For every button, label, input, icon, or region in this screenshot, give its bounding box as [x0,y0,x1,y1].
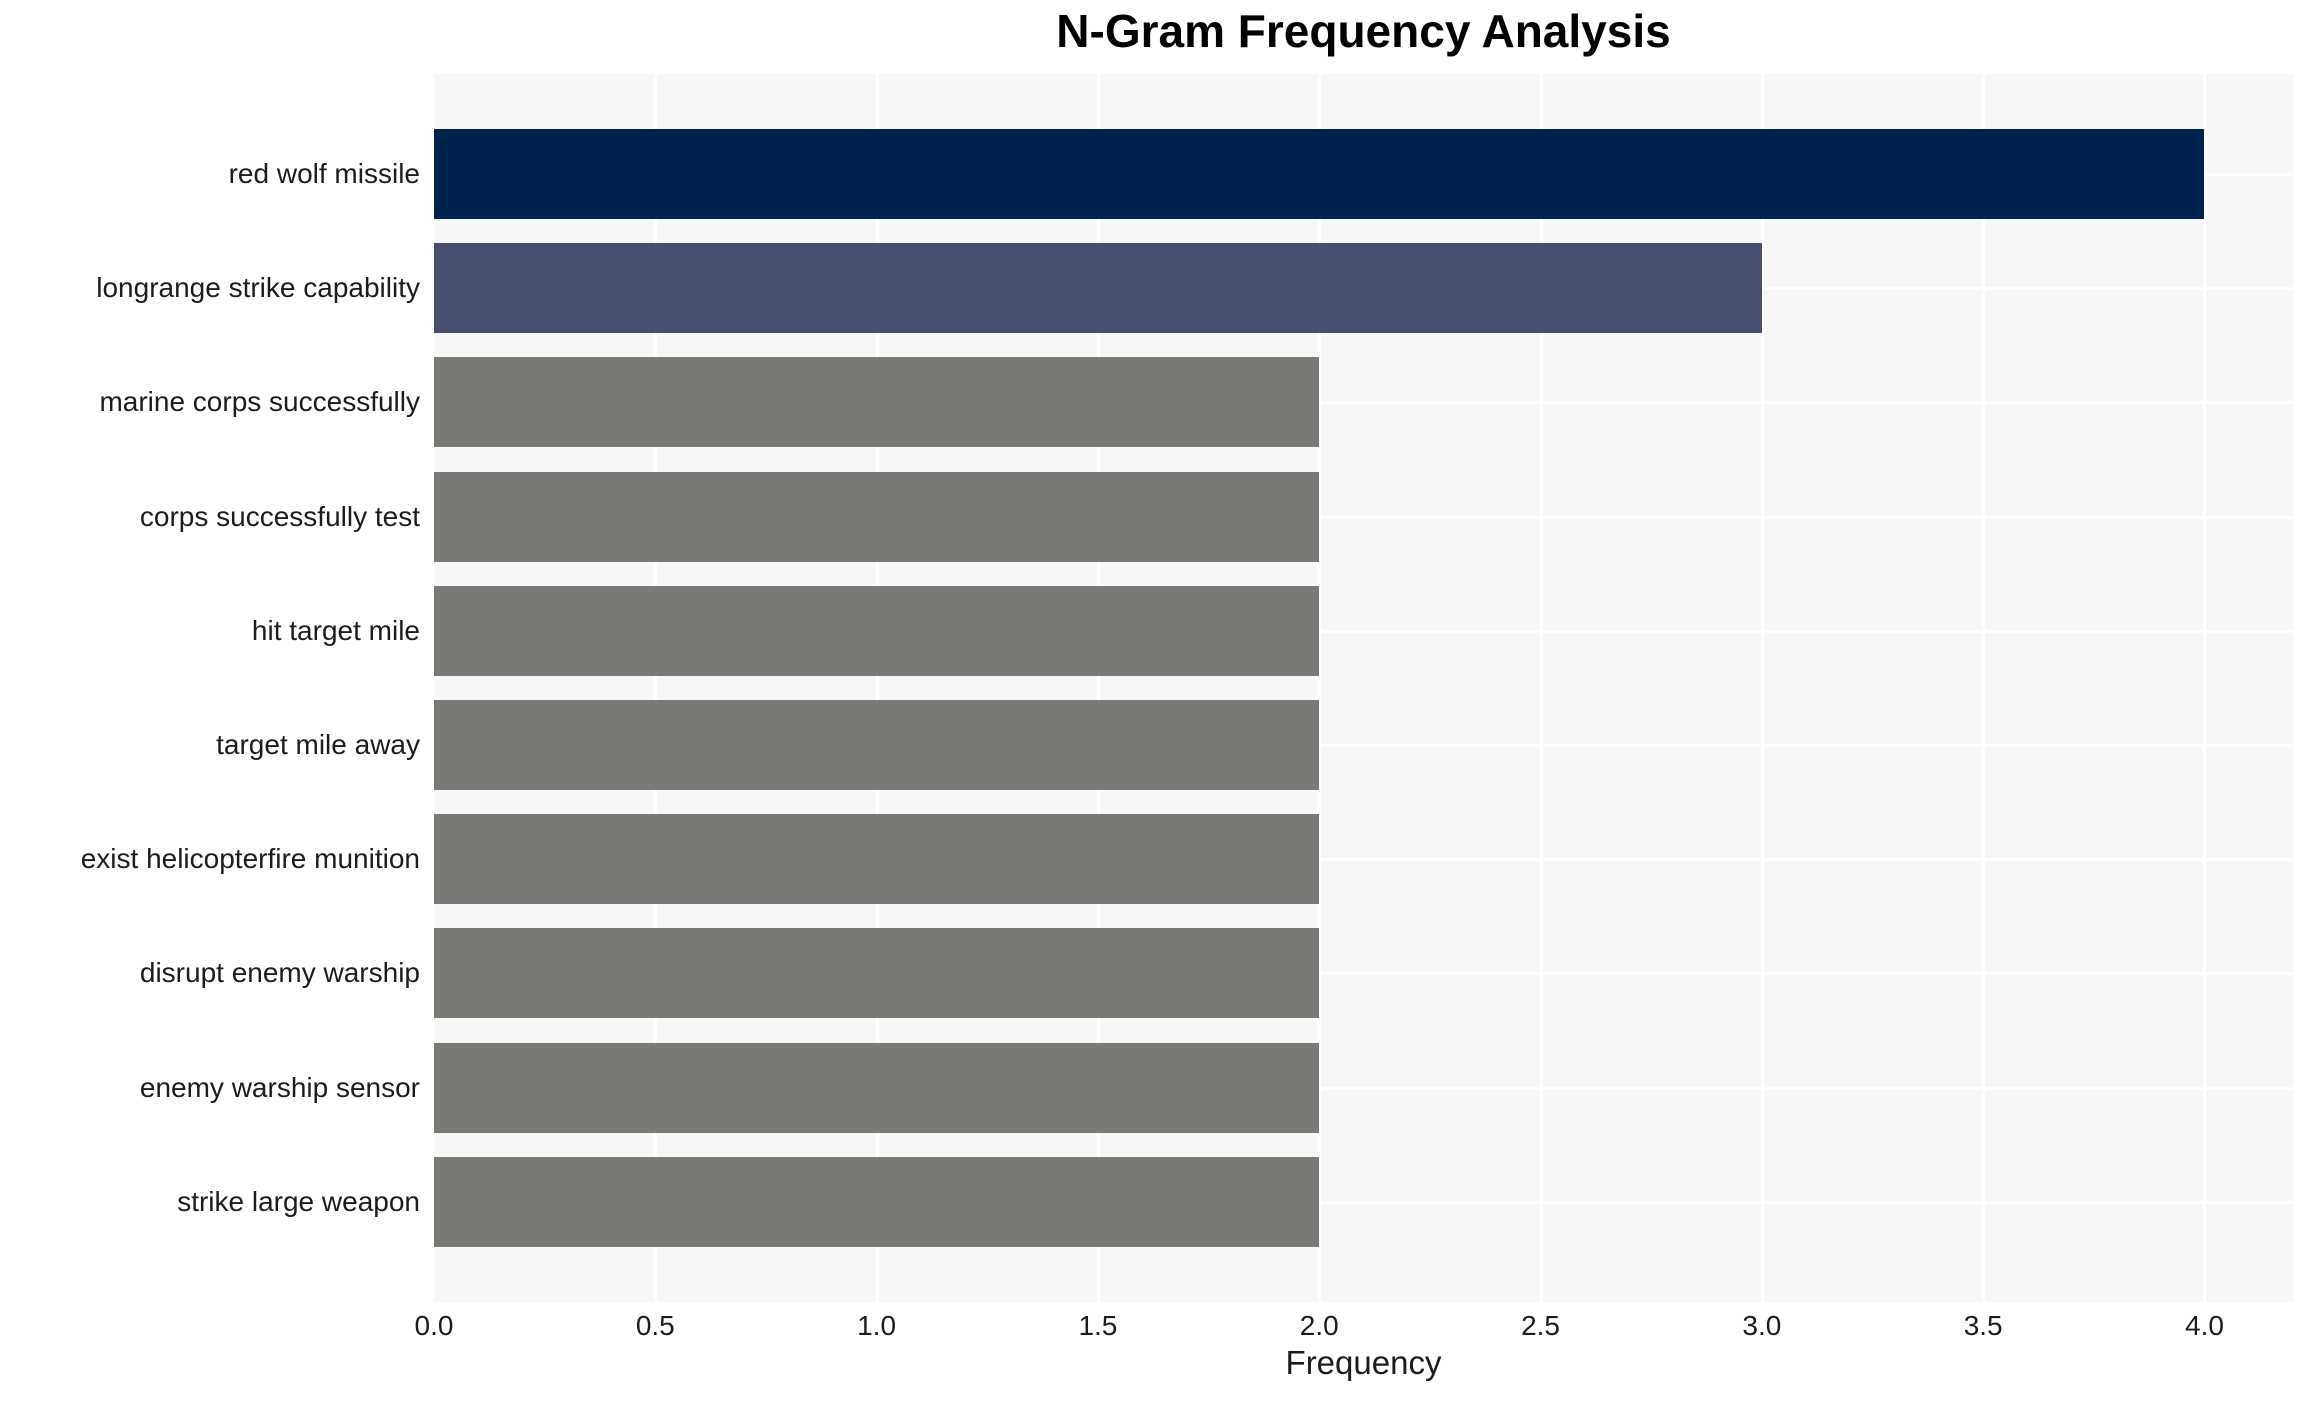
bar [434,1156,1320,1247]
gridline-vertical [1318,74,1322,1302]
gridline-vertical [1982,74,1986,1302]
y-tick-label: strike large weapon [177,1185,420,1217]
x-tick-label: 0.0 [414,1310,454,1341]
gridline-horizontal [434,744,2293,747]
gridline-horizontal [434,629,2293,633]
bar [434,471,1320,562]
bar [434,700,1320,790]
gridline-horizontal [434,1086,2293,1090]
x-tick-label: 1.5 [1078,1310,1118,1341]
gridline-vertical [2203,74,2207,1302]
x-tick-label: 2.5 [1521,1310,1561,1341]
x-axis-title: Frequency [1285,1344,1442,1381]
gridline-vertical [1096,74,1100,1302]
gridline-horizontal [434,1200,2293,1204]
x-tick-label: 4.0 [2185,1310,2224,1341]
y-tick-label: hit target mile [251,614,420,646]
bar [434,129,2205,219]
gridline-vertical [1539,74,1543,1302]
y-tick-label: exist helicopterfire munition [80,843,420,875]
gridline-vertical [1760,74,1764,1302]
bar [434,1042,1320,1133]
gridline-horizontal [434,515,2293,519]
bar [434,357,1320,448]
gridline-horizontal [434,972,2293,976]
x-tick-label: 3.0 [1742,1310,1782,1341]
y-tick-label: corps successfully test [139,500,420,532]
y-tick-label: longrange strike capability [96,272,420,304]
gridline-vertical [875,74,879,1302]
x-tick-label: 3.5 [1963,1310,2003,1341]
plot-area [434,74,2293,1302]
y-tick-label: red wolf missile [228,158,420,189]
y-tick-label: target mile away [216,729,420,760]
x-tick-label: 0.5 [635,1310,675,1341]
bar [434,243,1762,334]
chart-title: N-Gram Frequency Analysis [1056,5,1671,57]
y-tick-label: enemy warship sensor [139,1071,420,1103]
x-tick-label: 1.0 [857,1310,897,1341]
bar [434,928,1320,1019]
x-tick-label: 2.0 [1299,1310,1339,1341]
gridline-vertical [654,74,658,1302]
gridline-horizontal [434,858,2293,862]
y-tick-label: marine corps successfully [99,386,420,418]
y-tick-label: disrupt enemy warship [139,957,420,989]
gridline-horizontal [434,401,2293,405]
bar [434,585,1320,676]
bar [434,814,1320,905]
